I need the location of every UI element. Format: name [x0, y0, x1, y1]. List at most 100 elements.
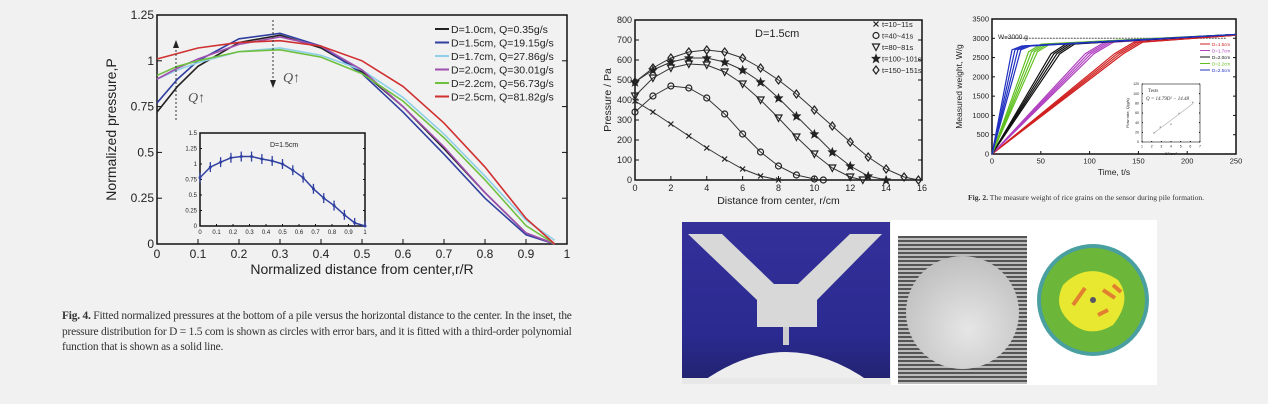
- x-tick-label: 0.2: [229, 230, 238, 236]
- series-line: [156, 39, 556, 245]
- x-tick-label: 0.8: [328, 230, 337, 236]
- weight-trace: [991, 33, 1237, 155]
- data-marker: [738, 80, 748, 89]
- chart-pressure-distance: 0 2 4 6 8 10 12 14 16 0 100 200 300 400 500 600 700 800 Di…: [602, 15, 927, 207]
- x-tick-label: 200: [1181, 157, 1194, 166]
- y-tick-label: 300: [617, 115, 632, 125]
- data-marker: [828, 121, 837, 131]
- x-tick-label: 2: [1151, 145, 1153, 149]
- chart-title: D=1.5cm: [755, 28, 799, 40]
- data-marker: [810, 105, 819, 115]
- data-marker: [872, 31, 880, 40]
- data-marker: [845, 173, 855, 182]
- legend-label: t=100~101s: [882, 55, 922, 64]
- data-marker: [721, 110, 729, 118]
- data-marker: [683, 52, 694, 63]
- data-marker: [871, 53, 881, 64]
- legend-label: D=2.5cm: [1212, 68, 1230, 73]
- pile-disk: [906, 256, 1019, 369]
- data-marker: [703, 145, 710, 151]
- x-tick-label: 0.4: [262, 230, 271, 236]
- x-tick-label: 3: [1160, 145, 1162, 149]
- inset-point: [219, 160, 223, 164]
- x-tick-label: 8: [776, 183, 781, 193]
- data-marker: [827, 164, 837, 173]
- data-marker: [809, 128, 820, 139]
- x-tick-label: 0.5: [354, 247, 371, 261]
- y-tick-label: 0: [1137, 140, 1139, 144]
- y-tick-label: 2000: [972, 72, 989, 81]
- data-marker: [650, 109, 656, 115]
- inset-fit-equation: Q = 14.79D² − 14.48: [1146, 96, 1189, 102]
- data-marker: [774, 75, 783, 85]
- x-tick-label: 50: [1037, 157, 1045, 166]
- inset-point: [342, 213, 346, 217]
- legend-label: t=80~81s: [882, 43, 914, 52]
- fit-curve: [634, 85, 824, 181]
- legend-label: D=2.2cm, Q=56.73g/s: [451, 78, 554, 90]
- data-marker: [667, 121, 674, 127]
- data-marker: [667, 82, 675, 90]
- data-marker: [703, 45, 711, 55]
- x-tick-label: 7: [1199, 145, 1201, 149]
- data-marker: [756, 63, 765, 73]
- x-tick-label: 0.7: [311, 230, 320, 236]
- inset-chart: 0 0.1 0.2 0.3 0.4 0.5 0.6 0.7 0.8 0.9 1 0 0.25 0.5 0.7…: [185, 131, 367, 236]
- x-tick-label: 0.8: [477, 247, 494, 261]
- data-marker: [819, 176, 827, 184]
- data-marker: [721, 156, 728, 162]
- inset-point: [301, 176, 305, 180]
- weight-trace: [991, 34, 1237, 155]
- x-tick-label: 1: [363, 230, 367, 236]
- data-marker: [873, 21, 879, 27]
- x-tick-label: 0.3: [272, 247, 289, 261]
- legend-label: D=1.5cm: [1212, 42, 1230, 47]
- y-tick-label: 500: [617, 75, 632, 85]
- x-tick-label: 0.6: [395, 247, 412, 261]
- data-marker: [649, 92, 657, 100]
- data-marker: [685, 47, 693, 57]
- data-marker: [809, 150, 819, 159]
- inset-point: [363, 224, 367, 228]
- y-tick-label: 1.25: [131, 8, 155, 22]
- annotation-q-up: Q↑: [283, 71, 300, 86]
- y-tick-label: 0.5: [137, 145, 154, 159]
- data-marker: [900, 172, 908, 182]
- legend-label: D=2.2cm: [1212, 62, 1230, 67]
- y-tick-label: 60: [1135, 111, 1139, 115]
- x-tick-label: 0.4: [313, 247, 330, 261]
- series-line: [156, 47, 556, 241]
- y-tick-label: 500: [976, 130, 989, 139]
- y-tick-label: 80: [1135, 102, 1139, 106]
- x-tick-label: 0.3: [245, 230, 254, 236]
- data-marker: [685, 133, 692, 139]
- fit-curve: [634, 100, 779, 181]
- inset-point: [1170, 123, 1172, 125]
- y-tick-label: 1000: [972, 111, 989, 120]
- y-tick-label: 40: [1135, 121, 1139, 125]
- y-tick-label: 0.75: [185, 178, 197, 184]
- fit-curve: [634, 49, 919, 181]
- y-tick-label: 1.5: [189, 131, 198, 137]
- x-tick-label: 1: [564, 247, 571, 261]
- fig2-caption-label: Fig. 2.: [968, 193, 989, 202]
- pile-top-photo: [898, 236, 1027, 384]
- hopper-illustration: [682, 234, 890, 384]
- y-tick-label: 0: [194, 224, 198, 230]
- data-marker: [756, 148, 765, 156]
- x-tick-label: 6: [740, 183, 745, 193]
- x-tick-label: 0: [198, 230, 202, 236]
- y-axis-label: Flow rate, Q(g/s): [1125, 97, 1130, 127]
- y-tick-label: 0: [147, 237, 154, 251]
- data-marker: [667, 53, 675, 63]
- data-marker: [810, 175, 818, 183]
- x-tick-label: 0: [154, 247, 161, 261]
- data-marker: [773, 92, 784, 103]
- y-tick-label: 0.5: [189, 193, 198, 199]
- fig4-caption-label: Fig. 4.: [62, 310, 91, 322]
- inset-point: [1159, 126, 1162, 128]
- x-tick-label: 150: [1132, 157, 1145, 166]
- flow-rate-inset: 1 2 3 4 5 6 7 0 20 40 60 80 100 120 D²/cm² Flow rate, Q…: [1125, 82, 1201, 156]
- legend-label: t=150~151s: [882, 66, 922, 75]
